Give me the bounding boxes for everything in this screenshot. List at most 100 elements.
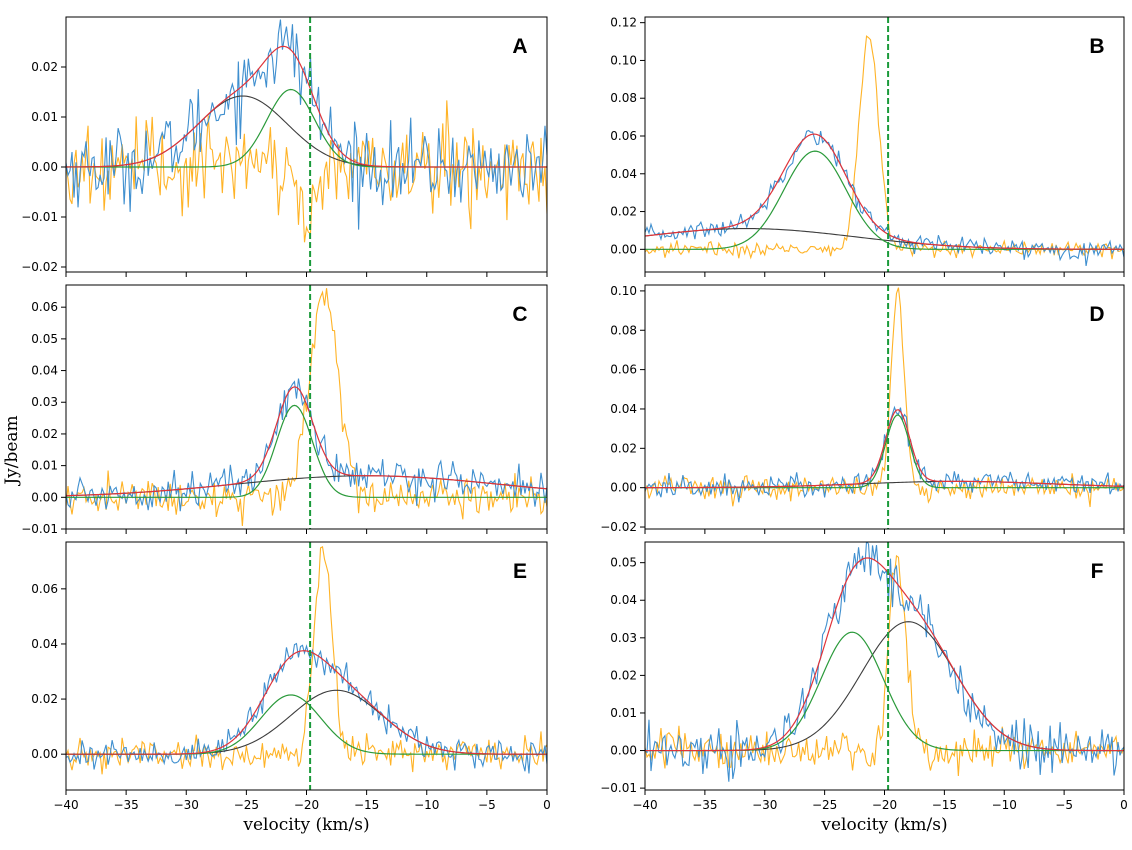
y-axis-label: Jy/beam [2, 415, 22, 486]
x-tick-label-F: −30 [752, 798, 777, 812]
plot-area-F [645, 542, 1124, 782]
y-tick-label-B: 0.06 [610, 129, 637, 143]
panel-letter-E: E [513, 560, 527, 583]
axes-frame-D [644, 284, 1125, 530]
y-tick-label-A: 0.02 [31, 60, 58, 74]
plot-area-A [66, 19, 547, 243]
y-tick-label-F: 0.02 [610, 668, 637, 682]
y-tick-label-C: 0.06 [31, 300, 58, 314]
x-tick-label-E: −10 [414, 798, 439, 812]
total-fit-F [645, 557, 1124, 752]
x-tick-label-F: −15 [932, 798, 957, 812]
y-tick-label-B: 0.04 [610, 167, 637, 181]
total-fit-E [66, 650, 547, 755]
y-tick-label-E: 0.04 [31, 637, 58, 651]
observed-spectrum-E [66, 642, 547, 774]
x-tick-label-F: −5 [1055, 798, 1073, 812]
y-tick-label-A: 0.00 [31, 160, 58, 174]
axes-frame-A [65, 16, 548, 273]
observed-spectrum-B [645, 129, 1124, 267]
y-tick-label-E: 0.06 [31, 582, 58, 596]
total-fit-C [66, 386, 547, 497]
y-tick-label-B: 0.10 [610, 53, 637, 67]
y-tick-label-D: 0.08 [610, 323, 637, 337]
reference-spectrum-E [66, 546, 547, 775]
reference-spectrum-C [66, 288, 547, 527]
y-tick-label-C: 0.01 [31, 459, 58, 473]
x-tick-label-F: −35 [692, 798, 717, 812]
reference-spectrum-D [645, 287, 1124, 508]
y-tick-label-F: 0.00 [610, 744, 637, 758]
y-tick-label-D: 0.06 [610, 363, 637, 377]
panel-letter-D: D [1089, 303, 1104, 326]
y-tick-label-C: 0.03 [31, 395, 58, 409]
reference-spectrum-F [645, 554, 1124, 777]
y-tick-label-A: −0.01 [21, 210, 58, 224]
total-fit-D [645, 409, 1124, 489]
plot-area-B [645, 35, 1124, 267]
x-tick-label-F: −25 [812, 798, 837, 812]
panel-B: 0.00 0.02 0.04 0.06 0.08 0.10 0.12 B [610, 16, 1125, 277]
total-fit-A [66, 45, 547, 168]
y-tick-label-B: 0.02 [610, 205, 637, 219]
y-tick-label-C: 0.02 [31, 427, 58, 441]
y-tick-label-B: 0.12 [610, 16, 637, 30]
x-tick-label-E: −15 [354, 798, 379, 812]
panel-letter-B: B [1089, 35, 1104, 58]
x-tick-label-F: 0 [1120, 798, 1128, 812]
panel-D: −0.02 0.00 0.02 0.04 0.06 0.08 0.10 D [600, 284, 1125, 534]
y-tick-label-D: 0.04 [610, 402, 637, 416]
x-tick-label-E: −25 [234, 798, 259, 812]
x-tick-label-E: −5 [478, 798, 496, 812]
panel-letter-C: C [512, 303, 527, 326]
x-tick-label-E: −40 [53, 798, 78, 812]
x-tick-label-E: −20 [294, 798, 319, 812]
plot-area-C [66, 288, 547, 527]
fit-component-1-B [645, 150, 1124, 250]
y-tick-label-F: 0.01 [610, 706, 637, 720]
x-axis-label-F: velocity (km/s) [820, 815, 947, 835]
fit-component-1-C [66, 404, 547, 498]
y-tick-label-C: 0.05 [31, 332, 58, 346]
y-tick-label-C: 0.00 [31, 490, 58, 504]
y-tick-label-A: 0.01 [31, 110, 58, 124]
y-tick-label-F: 0.04 [610, 593, 637, 607]
x-tick-label-E: −35 [113, 798, 138, 812]
y-tick-label-A: −0.02 [21, 260, 58, 274]
y-tick-label-D: 0.02 [610, 441, 637, 455]
observed-spectrum-D [645, 405, 1124, 503]
panel-E: 0.00 0.02 0.04 0.06 −40 −35 −30 −25 −20 −15 −10 −5 0… [31, 541, 551, 835]
y-tick-label-F: 0.05 [610, 556, 637, 570]
panel-letter-F: F [1091, 560, 1104, 583]
x-tick-label-F: −40 [632, 798, 657, 812]
panel-letter-A: A [512, 35, 527, 58]
panel-A: −0.02 −0.01 0.00 0.01 0.02 A [21, 16, 548, 277]
plot-area-D [645, 287, 1124, 508]
total-fit-B [645, 133, 1124, 250]
reference-spectrum-B [645, 35, 1124, 260]
y-tick-label-F: 0.03 [610, 631, 637, 645]
y-tick-label-E: 0.02 [31, 692, 58, 706]
axes-frame-B [644, 16, 1125, 273]
y-tick-label-B: 0.00 [610, 242, 637, 256]
reference-spectrum-A [66, 100, 547, 243]
y-tick-label-D: 0.10 [610, 284, 637, 298]
x-tick-label-E: 0 [543, 798, 551, 812]
observed-spectrum-A [66, 19, 547, 230]
x-tick-label-E: −30 [174, 798, 199, 812]
y-tick-label-C: 0.04 [31, 364, 58, 378]
axes-frame-F [644, 541, 1125, 791]
y-tick-label-C: −0.01 [21, 522, 58, 536]
plot-area-E [66, 546, 547, 775]
x-tick-label-F: −20 [872, 798, 897, 812]
x-axis-label-E: velocity (km/s) [242, 815, 369, 835]
y-tick-label-D: 0.00 [610, 481, 637, 495]
fit-component-1-D [645, 414, 1124, 489]
y-tick-label-D: −0.02 [600, 520, 637, 534]
panel-C: −0.01 0.00 0.01 0.02 0.03 0.04 0.05 0.06 C [21, 284, 548, 536]
y-tick-label-B: 0.08 [610, 91, 637, 105]
observed-spectrum-F [645, 542, 1124, 782]
y-tick-label-F: −0.01 [600, 781, 637, 795]
panel-F: −0.01 0.00 0.01 0.02 0.03 0.04 0.05 −40 −35 −30 −2… [600, 541, 1128, 835]
